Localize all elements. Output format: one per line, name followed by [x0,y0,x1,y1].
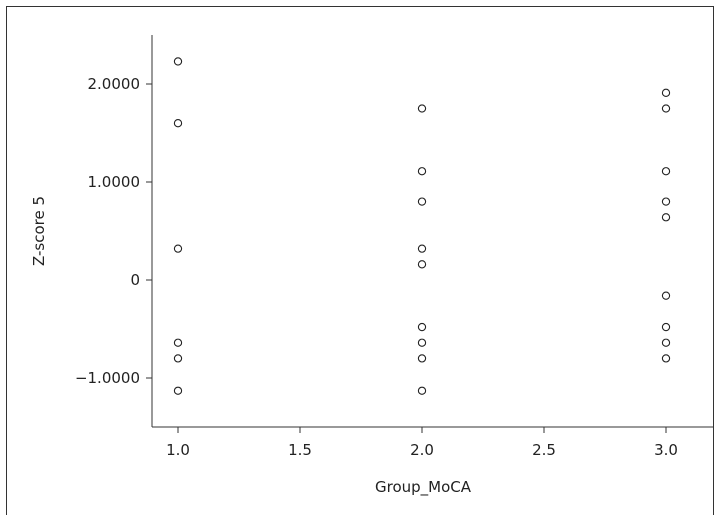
x-ticks: 1.0 1.5 2.0 2.5 3.0 [166,427,678,459]
data-point [661,88,671,97]
data-point [417,338,427,347]
data-point [661,167,671,176]
x-tick-label: 3.0 [654,441,678,459]
data-point [173,338,183,347]
data-point [661,213,671,222]
x-axis-title: Group_MoCA [375,478,472,497]
y-tick-label: 2.0000 [88,75,141,93]
x-tick-label: 1.0 [166,441,190,459]
data-point [661,322,671,332]
data-point [417,197,427,206]
data-point [661,104,671,113]
y-tick-label: 0 [130,271,140,289]
chart-frame [6,6,714,515]
data-point [417,354,427,363]
data-point [661,338,671,347]
data-point [661,197,671,206]
x-tick-label: 2.5 [532,441,556,459]
data-point [661,354,671,363]
data-point [173,244,183,253]
y-ticks: 2.0000 1.0000 0 −1.0000 [75,75,152,387]
data-point [173,57,183,66]
axes [151,35,714,428]
data-point [661,291,671,300]
y-tick-label: −1.0000 [75,369,140,387]
x-tick-label: 1.5 [288,441,312,459]
y-tick-label: 1.0000 [88,173,141,191]
data-point [417,260,427,269]
data-point [417,104,427,113]
y-axis-title: Z-score 5 [30,196,48,266]
data-point [417,167,427,176]
data-point [173,386,183,395]
x-tick-label: 2.0 [410,441,434,459]
data-point [417,322,427,332]
data-point [417,386,427,395]
data-point [173,119,183,128]
data-point [417,244,427,253]
data-point [173,354,183,363]
data-points [173,57,671,395]
